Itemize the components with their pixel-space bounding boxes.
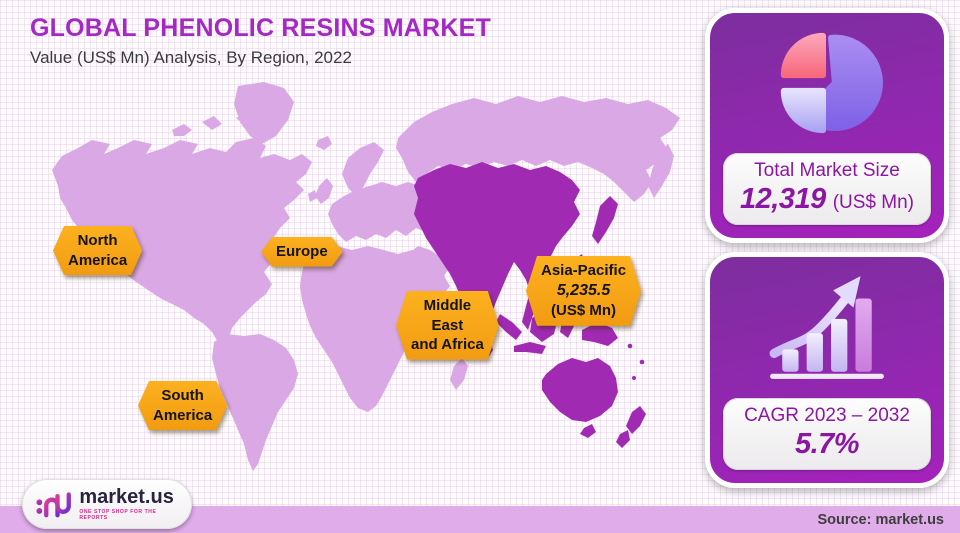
region-badge-south-america[interactable]: South America xyxy=(138,381,227,430)
badge-label: Asia-Pacific xyxy=(541,262,627,279)
cagr-box: CAGR 2023 – 2032 5.7% xyxy=(723,398,931,470)
page-title: GLOBAL PHENOLIC RESINS MARKET xyxy=(30,14,491,42)
region-badge-middle-east-africa[interactable]: Middle East and Africa xyxy=(396,291,499,360)
badge-label: Europe xyxy=(276,243,328,260)
cagr-label: CAGR 2023 – 2032 xyxy=(744,405,910,426)
badge-label: North xyxy=(77,232,118,249)
page-subtitle: Value (US$ Mn) Analysis, By Region, 2022 xyxy=(30,48,352,67)
market-size-unit: (US$ Mn) xyxy=(832,192,914,213)
badge-label: America xyxy=(68,251,128,269)
growth-bar-chart-icon xyxy=(710,257,944,398)
market-size-box: Total Market Size 12,319 (US$ Mn) xyxy=(723,153,931,225)
market-size-value: 12,319 xyxy=(740,183,826,215)
market-size-panel: Total Market Size 12,319 (US$ Mn) xyxy=(705,8,949,243)
region-badge-europe[interactable]: Europe xyxy=(261,237,343,267)
marketus-logo[interactable]: market.us ONE STOP SHOP FOR THE REPORTS xyxy=(22,479,192,529)
region-northern-asia xyxy=(396,96,680,202)
cagr-value: 5.7% xyxy=(794,428,860,460)
badge-label: East xyxy=(431,316,464,334)
logo-wordmark: market.us xyxy=(79,486,174,508)
badge-label: Middle xyxy=(423,297,472,314)
cagr-panel: CAGR 2023 – 2032 5.7% xyxy=(705,252,949,488)
region-north-america xyxy=(52,82,312,350)
logo-tagline: ONE STOP SHOP FOR THE REPORTS xyxy=(79,509,157,521)
region-europe xyxy=(308,136,434,242)
region-badge-asia-pacific[interactable]: Asia-Pacific 5,235.5 (US$ Mn) xyxy=(526,256,641,326)
source-text: Source: market.us xyxy=(817,512,944,528)
badge-label: America xyxy=(153,406,213,424)
badge-unit: (US$ Mn) xyxy=(551,302,617,320)
marketus-logo-icon xyxy=(36,492,71,518)
market-size-label: Total Market Size xyxy=(754,160,900,181)
region-badge-north-america[interactable]: North America xyxy=(53,226,142,275)
badge-label: and Africa xyxy=(411,336,484,353)
badge-label: South xyxy=(161,387,204,404)
pie-chart-icon xyxy=(710,13,944,153)
region-south-america xyxy=(212,334,298,471)
badge-value: 5,235.5 xyxy=(556,281,611,299)
header: GLOBAL PHENOLIC RESINS MARKET Value (US$… xyxy=(30,14,491,68)
